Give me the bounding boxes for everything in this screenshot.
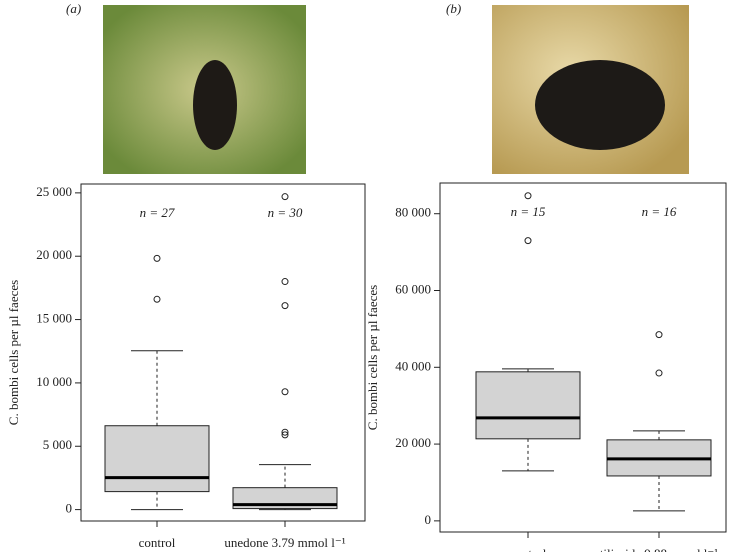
- x-tick-label: unedone 3.79 mmol l⁻¹: [224, 535, 345, 550]
- outlier: [524, 192, 532, 200]
- outlier: [281, 193, 289, 201]
- outlier: [524, 237, 532, 245]
- x-tick-label: control: [510, 546, 547, 552]
- outlier: [655, 369, 663, 377]
- box: [475, 371, 581, 440]
- y-tick-label: 25 000: [36, 184, 72, 199]
- y-tick-label: 5 000: [43, 437, 72, 452]
- x-tick-label: tiliaside 9.88 mmol l⁻¹: [600, 546, 718, 552]
- y-axis-label: C. bombi cells per µl faeces: [6, 280, 21, 425]
- y-tick-label: 10 000: [36, 374, 72, 389]
- y-axis-label: C. bombi cells per µl faeces: [365, 285, 380, 430]
- plot-frame: [439, 182, 727, 533]
- panel-label: (b): [446, 1, 461, 16]
- panel-label: (a): [66, 1, 81, 16]
- outlier: [281, 278, 289, 286]
- y-tick-label: 0: [66, 501, 73, 516]
- y-tick-label: 80 000: [395, 205, 431, 220]
- photo-bee: [193, 60, 237, 150]
- outlier: [655, 331, 663, 339]
- annotation: n = 15: [511, 204, 546, 219]
- outlier: [281, 431, 289, 439]
- y-tick-label: 15 000: [36, 311, 72, 326]
- outlier: [281, 302, 289, 310]
- annotation: n = 16: [642, 204, 677, 219]
- annotation: n = 27: [140, 205, 175, 220]
- box: [104, 425, 210, 493]
- y-tick-label: 60 000: [395, 281, 431, 296]
- outlier: [153, 295, 161, 303]
- outlier: [281, 388, 289, 396]
- photo-bee: [535, 60, 665, 150]
- annotation: n = 30: [268, 205, 303, 220]
- y-tick-label: 20 000: [36, 247, 72, 262]
- x-tick-label: control: [139, 535, 176, 550]
- y-tick-label: 40 000: [395, 358, 431, 373]
- y-tick-label: 20 000: [395, 435, 431, 450]
- outlier: [281, 428, 289, 436]
- plot-frame: [80, 183, 366, 522]
- y-tick-label: 0: [425, 512, 432, 527]
- outlier: [153, 254, 161, 262]
